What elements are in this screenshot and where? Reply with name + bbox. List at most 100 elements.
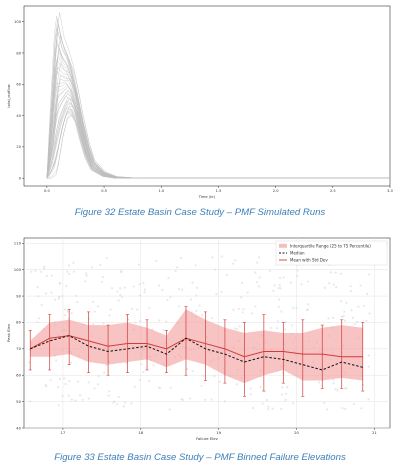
scatter-point: [99, 263, 102, 266]
scatter-point: [158, 319, 161, 322]
scatter-point: [168, 408, 171, 411]
scatter-point: [332, 382, 335, 385]
scatter-point: [155, 259, 158, 263]
scatter-point: [259, 385, 262, 389]
scatter-point: [368, 312, 371, 315]
scatter-point: [284, 392, 288, 395]
scatter-point: [143, 288, 146, 291]
scatter-point: [250, 312, 253, 315]
scatter-point: [177, 288, 180, 291]
scatter-point: [249, 387, 252, 390]
scatter-point: [66, 310, 70, 313]
x-tick-label: 18: [138, 430, 143, 435]
scatter-point: [200, 384, 203, 387]
scatter-point: [202, 374, 205, 378]
scatter-point: [68, 272, 71, 276]
scatter-point: [284, 321, 287, 324]
scatter-point: [258, 276, 261, 279]
scatter-point: [140, 362, 143, 366]
scatter-point: [67, 264, 71, 267]
scatter-point: [67, 394, 70, 397]
scatter-point: [218, 380, 221, 383]
scatter-point: [45, 385, 48, 388]
scatter-point: [116, 290, 119, 293]
scatter-point: [270, 326, 273, 329]
scatter-point: [210, 398, 213, 401]
scatter-point: [152, 364, 155, 367]
scatter-point: [267, 405, 270, 408]
scatter-point: [57, 297, 60, 300]
chart2-y-axis-label: Peak Elev: [6, 323, 11, 342]
scatter-point: [354, 323, 357, 326]
scatter-point: [77, 380, 80, 383]
scatter-point: [282, 276, 285, 279]
scatter-point: [63, 308, 67, 311]
scatter-point: [148, 306, 151, 309]
scatter-point: [122, 405, 126, 408]
scatter-point: [55, 359, 58, 362]
simulated-run-line: [46, 12, 390, 179]
scatter-point: [64, 382, 67, 386]
scatter-point: [43, 267, 46, 270]
scatter-point: [237, 307, 240, 310]
scatter-point: [342, 314, 345, 318]
scatter-point: [233, 327, 236, 330]
scatter-point: [132, 285, 135, 288]
y-tick-label: 60: [16, 83, 21, 87]
scatter-point: [96, 383, 99, 386]
scatter-point: [238, 325, 241, 328]
y-tick-label: 100: [14, 20, 22, 24]
scatter-point: [167, 276, 170, 280]
scatter-point: [81, 398, 84, 401]
scatter-point: [351, 316, 355, 319]
interquartile-band: [30, 309, 363, 384]
scatter-point: [57, 386, 60, 389]
scatter-point: [74, 399, 77, 402]
simulated-run-lines: [46, 12, 390, 179]
scatter-point: [272, 289, 275, 293]
scatter-point: [191, 370, 194, 373]
scatter-point: [277, 286, 280, 290]
scatter-point: [93, 310, 96, 313]
scatter-point: [112, 401, 115, 404]
scatter-point: [210, 316, 213, 320]
scatter-point: [49, 379, 52, 382]
scatter-point: [300, 283, 303, 286]
scatter-point: [120, 295, 123, 298]
scatter-point: [235, 383, 238, 386]
scatter-point: [236, 328, 239, 331]
scatter-point: [61, 394, 64, 397]
x-tick-label: 21: [372, 430, 377, 435]
scatter-point: [281, 386, 284, 389]
scatter-point: [251, 406, 255, 410]
scatter-point: [92, 300, 95, 304]
figure-33-caption: Figure 33 Estate Basin Case Study – PMF …: [54, 452, 346, 463]
scatter-point: [34, 269, 37, 272]
scatter-point: [137, 263, 141, 266]
scatter-point: [29, 400, 32, 403]
chart2-x-ticks: 17 18 19 20 21: [61, 428, 377, 435]
scatter-point: [189, 397, 192, 400]
scatter-point: [107, 394, 110, 397]
scatter-point: [72, 261, 75, 264]
scatter-point: [119, 293, 122, 296]
scatter-point: [54, 298, 57, 301]
scatter-point: [40, 304, 43, 307]
iqr-band: [30, 309, 363, 384]
scatter-point: [223, 400, 226, 403]
scatter-point: [280, 393, 284, 396]
scatter-point: [125, 361, 128, 364]
mean-line: [29, 335, 363, 358]
scatter-point: [289, 281, 293, 284]
scatter-point: [63, 377, 66, 380]
y-tick-label: 20: [16, 145, 21, 149]
scatter-point: [169, 296, 172, 299]
scatter-point: [242, 308, 245, 311]
chart2-legend: Interquartile Range (25 to 75 Percentile…: [275, 240, 388, 266]
scatter-point: [367, 365, 370, 368]
scatter-point: [166, 298, 169, 301]
chart2-x-axis-label: Failure Elev: [196, 436, 218, 441]
legend-label-iqr: Interquartile Range (25 to 75 Percentile…: [290, 244, 371, 249]
scatter-point: [286, 386, 289, 389]
chart2-series-lines: [29, 335, 363, 371]
